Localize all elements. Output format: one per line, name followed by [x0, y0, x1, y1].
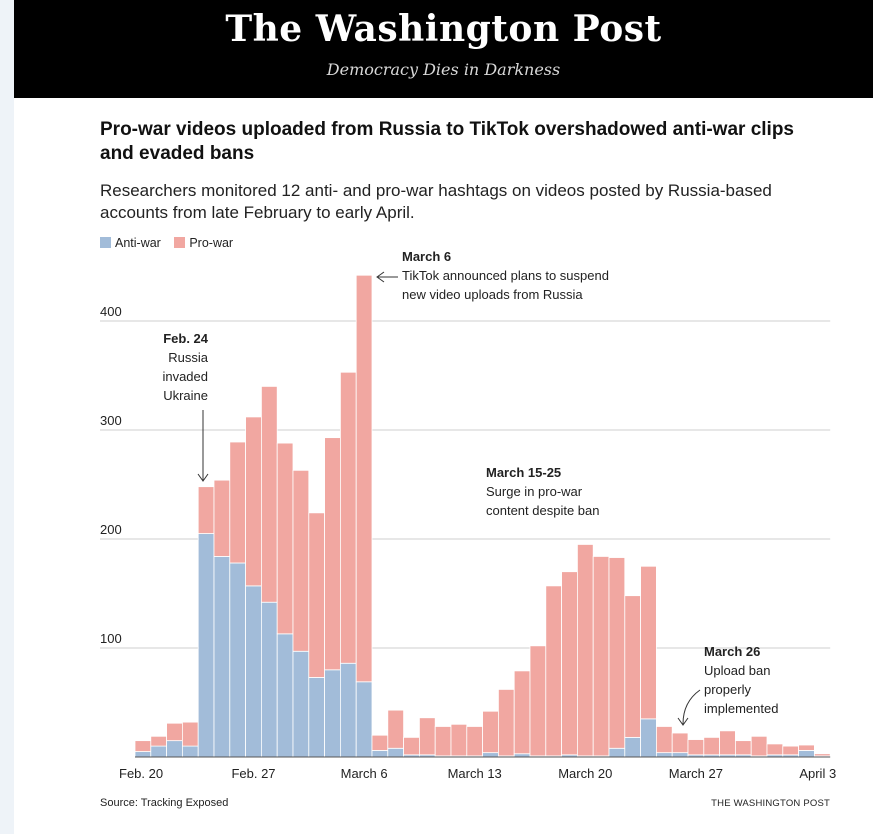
- bar-anti-war: [151, 746, 167, 757]
- annotation-march-6-line: TikTok announced plans to suspend: [402, 268, 609, 283]
- bar-pro-war: [309, 513, 325, 678]
- annotation-march-15-25-title: March 15-25: [486, 465, 561, 480]
- bar-pro-war: [230, 442, 246, 563]
- source-note: Source: Tracking Exposed: [100, 797, 228, 809]
- bar-anti-war: [672, 753, 688, 757]
- bar-pro-war: [182, 722, 198, 746]
- x-tick-label: March 20: [558, 766, 612, 781]
- bar-pro-war: [735, 741, 751, 755]
- bar-pro-war: [451, 724, 467, 756]
- annotation-march-26-line: implemented: [704, 701, 778, 716]
- annotation-march-6-line: new video uploads from Russia: [402, 287, 583, 302]
- bar-pro-war: [198, 487, 214, 534]
- bar-pro-war: [498, 689, 514, 755]
- bar-anti-war: [388, 748, 404, 757]
- bar-pro-war: [704, 737, 720, 754]
- y-tick-label-100: 100: [100, 631, 122, 646]
- bar-pro-war: [799, 745, 815, 750]
- credit-line: THE WASHINGTON POST: [711, 798, 830, 809]
- bar-pro-war: [467, 726, 483, 755]
- y-tick-label-400: 400: [100, 304, 122, 319]
- bar-anti-war: [293, 651, 309, 757]
- bar-anti-war: [372, 750, 388, 757]
- annotation-march-26-title: March 26: [704, 644, 760, 659]
- bar-pro-war: [514, 671, 530, 754]
- bar-anti-war: [483, 753, 499, 757]
- bar-anti-war: [277, 634, 293, 757]
- bar-pro-war: [767, 744, 783, 755]
- bar-pro-war: [593, 556, 609, 755]
- bar-pro-war: [404, 737, 420, 754]
- bar-pro-war: [261, 386, 277, 602]
- bar-anti-war: [309, 677, 325, 757]
- x-tick-label: March 27: [669, 766, 723, 781]
- x-tick-label: April 3: [799, 766, 836, 781]
- bar-pro-war: [214, 480, 230, 556]
- bar-pro-war: [672, 733, 688, 753]
- bar-anti-war: [609, 748, 625, 757]
- annotation-march-15-25-line: content despite ban: [486, 503, 599, 518]
- bar-pro-war: [167, 723, 183, 740]
- annotation-march-15-25-line: Surge in pro-war: [486, 484, 583, 499]
- bar-anti-war: [641, 719, 657, 757]
- bar-pro-war: [419, 718, 435, 755]
- bar-pro-war: [277, 443, 293, 634]
- bar-pro-war: [151, 736, 167, 746]
- bar-pro-war: [356, 275, 372, 682]
- y-tick-label-300: 300: [100, 413, 122, 428]
- bar-pro-war: [656, 726, 672, 752]
- annotation-feb-24-title: Feb. 24: [163, 331, 209, 346]
- bar-pro-war: [751, 736, 767, 756]
- bar-anti-war: [182, 746, 198, 757]
- annotation-feb-24-line: Ukraine: [163, 388, 208, 403]
- bar-pro-war: [435, 726, 451, 755]
- annotation-feb-24-line: Russia: [168, 350, 209, 365]
- bar-pro-war: [372, 735, 388, 750]
- bar-anti-war: [167, 741, 183, 757]
- bar-pro-war: [293, 470, 309, 651]
- bar-pro-war: [641, 566, 657, 719]
- x-tick-label: March 6: [341, 766, 388, 781]
- bar-anti-war: [214, 556, 230, 757]
- bar-anti-war: [656, 753, 672, 757]
- annotation-arrow-march-26: [683, 690, 700, 724]
- bar-anti-war: [135, 752, 151, 757]
- bar-anti-war: [356, 682, 372, 757]
- annotation-march-6-title: March 6: [402, 249, 451, 264]
- annotation-march-26-line: properly: [704, 682, 751, 697]
- bar-pro-war: [720, 731, 736, 755]
- bar-pro-war: [609, 558, 625, 749]
- bar-pro-war: [483, 711, 499, 752]
- bar-anti-war: [230, 563, 246, 757]
- bar-anti-war: [625, 737, 641, 757]
- bar-pro-war: [625, 596, 641, 738]
- annotation-march-26-line: Upload ban: [704, 663, 771, 678]
- bar-pro-war: [135, 741, 151, 752]
- bar-pro-war: [577, 544, 593, 755]
- bar-pro-war: [546, 586, 562, 756]
- annotation-feb-24-line: invaded: [162, 369, 208, 384]
- bar-pro-war: [246, 417, 262, 586]
- bar-anti-war: [799, 750, 815, 757]
- bar-anti-war: [340, 663, 356, 757]
- x-tick-label: Feb. 20: [119, 766, 163, 781]
- y-tick-label-200: 200: [100, 522, 122, 537]
- bar-pro-war: [325, 438, 341, 670]
- x-tick-label: March 13: [448, 766, 502, 781]
- x-tick-label: Feb. 27: [231, 766, 275, 781]
- bar-pro-war: [562, 572, 578, 755]
- bar-pro-war: [530, 646, 546, 756]
- bar-pro-war: [783, 746, 799, 755]
- bar-anti-war: [246, 586, 262, 757]
- bar-pro-war: [814, 754, 830, 756]
- bar-pro-war: [340, 372, 356, 663]
- bar-anti-war: [198, 534, 214, 757]
- bar-pro-war: [688, 740, 704, 755]
- bar-anti-war: [325, 670, 341, 757]
- bar-anti-war: [261, 602, 277, 757]
- bar-pro-war: [388, 710, 404, 748]
